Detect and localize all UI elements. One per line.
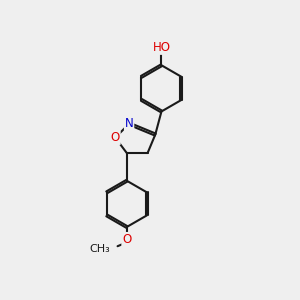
Text: O: O [111, 131, 120, 144]
Text: HO: HO [153, 41, 171, 54]
Text: N: N [125, 117, 134, 130]
Text: O: O [122, 233, 131, 246]
Text: CH₃: CH₃ [89, 244, 110, 254]
